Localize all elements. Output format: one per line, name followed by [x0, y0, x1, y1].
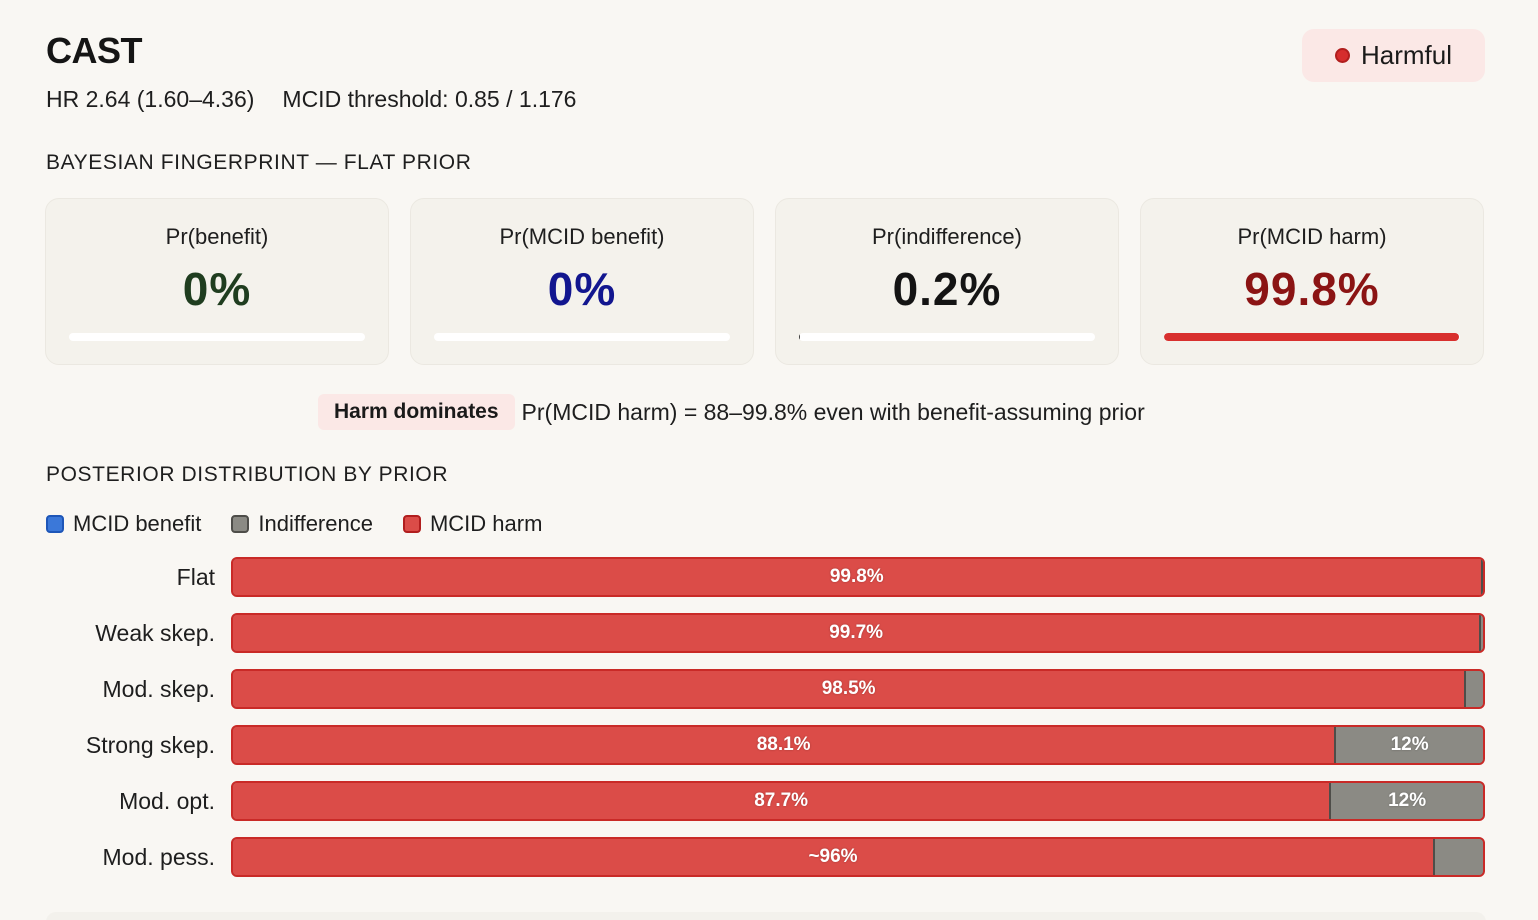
verdict-label: Harmful — [1360, 40, 1452, 70]
indifference-segment: 12% — [1329, 783, 1483, 819]
harm-segment: 88.1% — [233, 727, 1335, 763]
card-indifference: Pr(indifference) 0.2% — [775, 198, 1119, 365]
card-progress-track — [1164, 333, 1460, 341]
card-progress-track — [434, 333, 730, 341]
card-value: 0% — [547, 263, 617, 315]
prior-label: Flat — [176, 564, 215, 590]
card-value: 0.2% — [892, 263, 1002, 315]
stacked-bar: 99.7% — [231, 613, 1485, 653]
trial-summary: HR 2.64 (1.60–4.36) MCID threshold: 0.85… — [46, 86, 576, 113]
harm-dominates-tag: Harm dominates — [318, 394, 515, 430]
prior-label: Strong skep. — [85, 732, 215, 758]
harm-segment: ~96% — [233, 839, 1433, 875]
prior-row-moderate-optimistic: Mod. opt. 87.7% 12% — [0, 781, 1538, 821]
card-label: Pr(MCID harm) — [1237, 224, 1387, 249]
stacked-bar: 99.8% — [231, 557, 1485, 597]
harm-segment: 99.8% — [233, 559, 1481, 595]
indifference-segment — [1433, 839, 1483, 875]
harm-segment: 87.7% — [233, 783, 1330, 819]
prior-row-moderate-skeptical: Mod. skep. 98.5% — [0, 669, 1538, 709]
legend-item-indifference: Indifference — [231, 511, 373, 537]
legend-swatch — [46, 515, 64, 533]
callout-text: Pr(MCID harm) = 88–99.8% even with benef… — [521, 398, 1145, 425]
prior-label: Weak skep. — [95, 620, 215, 646]
legend-label: MCID benefit — [73, 511, 202, 536]
harm-segment: 98.5% — [233, 671, 1465, 707]
card-progress-fill — [1164, 333, 1460, 341]
stacked-bar: 98.5% — [231, 669, 1485, 709]
prior-row-moderate-pessimistic: Mod. pess. ~96% — [0, 837, 1538, 877]
legend-label: MCID harm — [429, 511, 543, 536]
hazard-ratio: HR 2.64 (1.60–4.36) — [46, 86, 255, 112]
card-mcid-harm: Pr(MCID harm) 99.8% — [1140, 198, 1484, 365]
prior-row-flat: Flat 99.8% — [0, 557, 1538, 597]
verdict-badge: Harmful — [1302, 29, 1485, 82]
legend-item-mcid-harm: MCID harm — [402, 511, 543, 537]
stacked-bar: 87.7% 12% — [231, 781, 1485, 821]
prior-label: Mod. opt. — [119, 788, 215, 814]
stacked-bar: ~96% — [231, 837, 1485, 877]
interpretation-callout: Harm dominates Pr(MCID harm) = 88–99.8% … — [318, 394, 1145, 430]
card-benefit: Pr(benefit) 0% — [45, 198, 389, 365]
fingerprint-cards: Pr(benefit) 0% Pr(MCID benefit) 0% Pr(in… — [45, 198, 1485, 365]
prior-row-weak-skeptical: Weak skep. 99.7% — [0, 613, 1538, 653]
legend-swatch — [402, 515, 421, 533]
card-label: Pr(benefit) — [165, 224, 269, 249]
indifference-segment — [1480, 559, 1483, 595]
stacked-bar: 88.1% 12% — [231, 725, 1485, 765]
chart-legend: MCID benefit Indifference MCID harm — [46, 511, 542, 537]
mcid-threshold: MCID threshold: 0.85 / 1.176 — [282, 86, 577, 112]
next-panel-edge — [46, 912, 1486, 920]
card-mcid-benefit: Pr(MCID benefit) 0% — [410, 198, 754, 365]
indifference-segment: 12% — [1334, 727, 1483, 763]
card-label: Pr(MCID benefit) — [499, 224, 665, 249]
indifference-segment — [1479, 615, 1483, 651]
posterior-heading: POSTERIOR DISTRIBUTION BY PRIOR — [46, 463, 449, 486]
card-progress-track — [69, 333, 365, 341]
legend-swatch — [231, 515, 250, 533]
prior-row-strong-skeptical: Strong skep. 88.1% 12% — [0, 725, 1538, 765]
card-value: 99.8% — [1244, 263, 1380, 315]
card-progress-fill — [799, 333, 801, 341]
legend-label: Indifference — [258, 511, 373, 536]
card-value: 0% — [182, 263, 252, 315]
prior-label: Mod. pess. — [102, 844, 216, 870]
legend-item-mcid-benefit: MCID benefit — [46, 511, 201, 537]
status-dot-icon — [1334, 48, 1350, 63]
harm-segment: 99.7% — [233, 615, 1480, 651]
indifference-segment — [1464, 671, 1483, 707]
trial-title: CAST — [46, 30, 143, 71]
prior-label: Mod. skep. — [102, 676, 216, 702]
card-label: Pr(indifference) — [872, 224, 1022, 249]
card-progress-track — [799, 333, 1095, 341]
fingerprint-heading: BAYESIAN FINGERPRINT — FLAT PRIOR — [46, 151, 472, 174]
